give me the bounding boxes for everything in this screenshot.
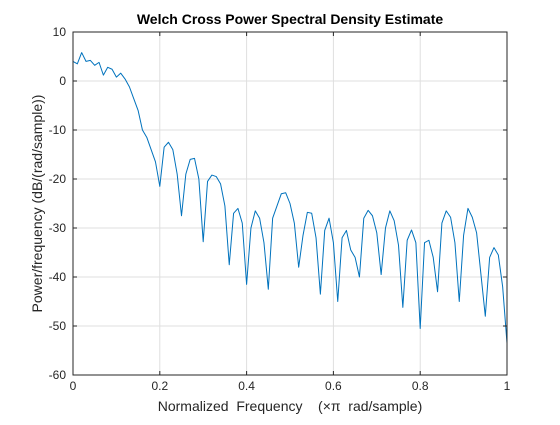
y-tick-label: -60 xyxy=(49,368,67,382)
y-tick-label: -40 xyxy=(49,270,67,284)
axes-box xyxy=(72,31,508,376)
x-tick-labels: 0 0.2 0.4 0.6 0.8 1 xyxy=(70,379,511,393)
x-axis-label: Normalized Frequency (×π rad/sample) xyxy=(158,398,422,414)
y-tick-label: -10 xyxy=(49,123,67,137)
x-tick-label: 0.4 xyxy=(238,379,255,393)
y-tick-label: 10 xyxy=(53,25,67,39)
ticks xyxy=(72,31,508,376)
y-tick-label: 0 xyxy=(59,74,66,88)
y-tick-label: -50 xyxy=(49,319,67,333)
series-group xyxy=(72,52,508,344)
x-tick-label: 0.2 xyxy=(151,379,168,393)
y-tick-label: -20 xyxy=(49,172,67,186)
x-tick-label: 0.6 xyxy=(325,379,342,393)
x-tick-label: 1 xyxy=(504,379,511,393)
y-tick-label: -30 xyxy=(49,221,67,235)
x-tick-label: 0.8 xyxy=(412,379,429,393)
chart-title: Welch Cross Power Spectral Density Estim… xyxy=(137,11,444,27)
y-tick-labels: 10 0 -10 -20 -30 -40 -50 -60 xyxy=(49,25,67,382)
psd-series-line xyxy=(72,52,508,344)
y-axis-label: Power/frequency (dB/(rad/sample)) xyxy=(29,95,45,313)
x-tick-label: 0 xyxy=(70,379,77,393)
